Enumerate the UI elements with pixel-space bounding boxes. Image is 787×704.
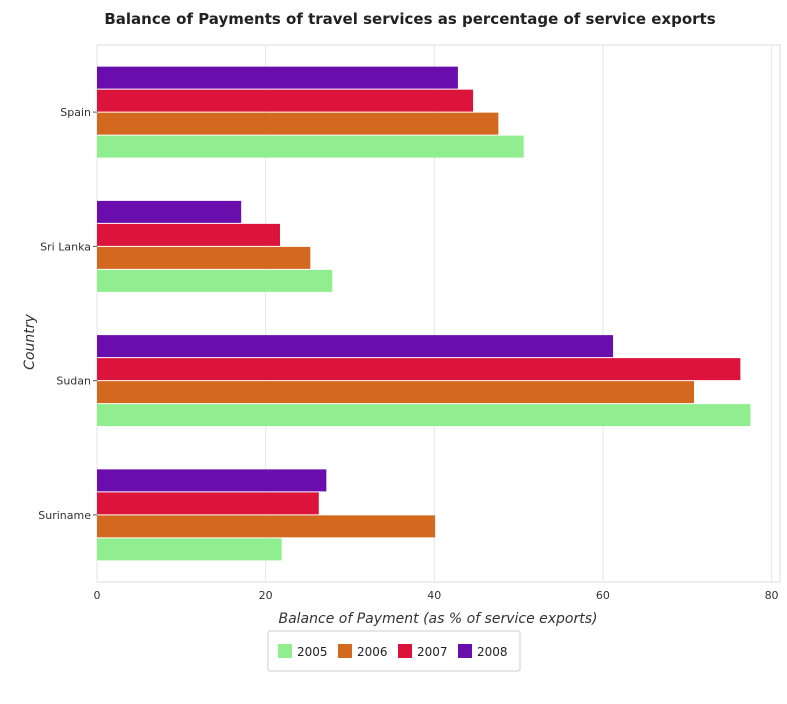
y-tick-label: Spain — [60, 106, 91, 119]
x-tick-label: 20 — [259, 589, 273, 602]
bar-2007-sri-lanka — [97, 223, 280, 246]
chart-title: Balance of Payments of travel services a… — [104, 10, 715, 28]
bar-2007-spain — [97, 89, 474, 112]
legend-label-2007: 2007 — [417, 645, 448, 659]
legend: 2005 2006 2007 2008 — [267, 630, 521, 672]
legend-swatch-2006 — [338, 644, 352, 658]
y-tick-label: Sri Lanka — [40, 240, 91, 253]
bar-2008-sudan — [97, 335, 614, 358]
y-axis-label: Country — [22, 313, 38, 369]
bar-2007-sudan — [97, 358, 741, 381]
x-axis-label: Balance of Payment (as % of service expo… — [278, 611, 597, 627]
bar-2005-spain — [97, 135, 524, 158]
x-tick-label: 80 — [765, 589, 779, 602]
x-tick-label: 60 — [596, 589, 610, 602]
bar-2007-suriname — [97, 492, 319, 515]
legend-swatch-2005 — [278, 644, 292, 658]
legend-label-2008: 2008 — [477, 645, 508, 659]
bar-2005-sri-lanka — [97, 269, 333, 292]
bar-2006-suriname — [97, 515, 436, 538]
legend-swatch-2007 — [398, 644, 412, 658]
legend-swatch-2008 — [458, 644, 472, 658]
x-tick-label: 0 — [94, 589, 101, 602]
legend-label-2006: 2006 — [357, 645, 388, 659]
bar-2006-sudan — [97, 381, 694, 404]
bar-2008-suriname — [97, 469, 327, 492]
plot-area: 0 20 40 60 80 Spain Sri Lanka Sudan Suriname — [38, 44, 781, 602]
bar-2008-sri-lanka — [97, 200, 242, 223]
x-tick-label: 40 — [427, 589, 441, 602]
y-tick-label: Suriname — [38, 509, 91, 522]
legend-label-2005: 2005 — [297, 645, 328, 659]
bar-2006-spain — [97, 112, 499, 135]
bar-2005-sudan — [97, 404, 751, 427]
legend-box — [267, 630, 521, 672]
y-tick-label: Sudan — [56, 375, 91, 388]
bar-2005-suriname — [97, 538, 282, 561]
bar-2008-spain — [97, 66, 458, 89]
bar-2006-sri-lanka — [97, 246, 311, 269]
